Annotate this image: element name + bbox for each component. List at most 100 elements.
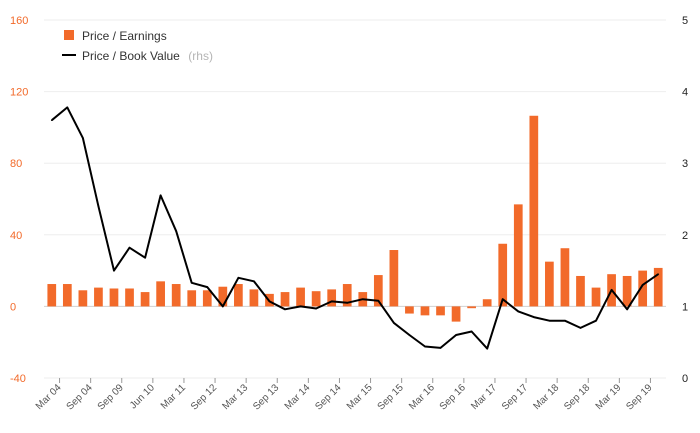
pbv-point bbox=[486, 347, 488, 350]
pe-bar bbox=[218, 286, 228, 307]
pbv-series-line bbox=[51, 106, 659, 350]
pbv-point bbox=[268, 300, 271, 303]
pbv-point bbox=[610, 289, 613, 291]
pbv-point bbox=[66, 106, 69, 109]
pbv-line bbox=[50, 106, 660, 350]
pe-bar bbox=[280, 292, 290, 307]
legend-label-pe: Price / Earnings bbox=[82, 29, 167, 43]
pe-bar bbox=[78, 290, 88, 307]
pbv-point bbox=[237, 276, 240, 279]
x-tick-label: Sep 15 bbox=[376, 382, 406, 412]
x-tick-label: Sep 09 bbox=[96, 382, 126, 412]
pbv-point bbox=[144, 256, 146, 259]
pe-bar bbox=[638, 270, 648, 307]
pe-bar bbox=[202, 290, 212, 307]
left-tick-label: 0 bbox=[10, 301, 16, 313]
x-tick-label: Sep 14 bbox=[313, 382, 343, 412]
legend-swatch-pe bbox=[64, 30, 74, 40]
pbv-point bbox=[657, 273, 660, 275]
pbv-point bbox=[206, 286, 209, 288]
x-tick-label: Sep 17 bbox=[500, 382, 530, 412]
pbv-point bbox=[579, 327, 582, 329]
pe-bar bbox=[187, 290, 197, 307]
pbv-point bbox=[548, 319, 551, 322]
pe-bar bbox=[405, 306, 414, 314]
pe-bar bbox=[249, 289, 259, 307]
pbv-point bbox=[641, 284, 644, 286]
legend-label-pbv-note: (rhs) bbox=[188, 49, 213, 63]
x-tick-label: Mar 14 bbox=[283, 382, 313, 412]
pe-bar bbox=[467, 306, 476, 309]
pbv-point bbox=[470, 330, 473, 333]
pbv-point bbox=[595, 319, 597, 322]
left-tick-label: 160 bbox=[10, 15, 28, 27]
pe-bar bbox=[498, 243, 508, 307]
pe-bar bbox=[653, 267, 663, 307]
left-y-axis: -40 0 40 80 120 160 bbox=[10, 15, 28, 385]
x-tick-label: Mar 15 bbox=[345, 382, 375, 412]
legend: Price / Earnings Price / Book Value (rhs… bbox=[62, 29, 213, 64]
pbv-point bbox=[439, 347, 442, 349]
pe-bar bbox=[156, 281, 165, 307]
right-tick-label: 2 bbox=[682, 230, 688, 242]
pe-bar bbox=[576, 275, 585, 307]
left-tick-label: 120 bbox=[10, 87, 28, 99]
pe-bar bbox=[125, 288, 134, 307]
pe-bar bbox=[420, 306, 430, 316]
pbv-point bbox=[361, 298, 364, 301]
pbv-point bbox=[330, 300, 333, 303]
x-tick-label: Sep 04 bbox=[65, 382, 95, 412]
pe-bar bbox=[311, 291, 321, 307]
pbv-point bbox=[455, 334, 457, 336]
pe-bar bbox=[47, 284, 57, 307]
pe-bar bbox=[622, 275, 632, 307]
pbv-point bbox=[408, 334, 411, 336]
pe-bar bbox=[436, 306, 445, 316]
right-tick-label: 4 bbox=[682, 87, 688, 99]
pe-bar bbox=[529, 115, 539, 307]
pbv-point bbox=[253, 280, 255, 283]
legend-label-pbv: Price / Book Value (rhs) bbox=[82, 47, 213, 64]
x-tick-label: Sep 18 bbox=[562, 382, 592, 412]
right-tick-label: 1 bbox=[682, 301, 688, 313]
x-tick-label: Jun 10 bbox=[128, 382, 157, 411]
pbv-point bbox=[564, 319, 566, 322]
pbv-point bbox=[284, 308, 286, 311]
pe-bar bbox=[171, 284, 181, 307]
pbv-point bbox=[50, 119, 53, 122]
x-tick-label: Sep 16 bbox=[438, 382, 468, 412]
pbv-point bbox=[626, 308, 628, 311]
pe-bar bbox=[482, 299, 492, 307]
pbv-point bbox=[377, 299, 380, 302]
pbv-point bbox=[315, 307, 317, 310]
pbv-point bbox=[501, 298, 504, 301]
x-tick-label: Sep 13 bbox=[251, 382, 281, 412]
pe-bar bbox=[109, 288, 119, 307]
right-tick-label: 3 bbox=[682, 158, 688, 170]
legend-label-pbv-text: Price / Book Value bbox=[82, 49, 180, 63]
pbv-point bbox=[175, 230, 177, 233]
pbv-point bbox=[128, 246, 131, 249]
pbv-point bbox=[517, 310, 520, 313]
pbv-point bbox=[424, 345, 426, 348]
left-tick-label: 80 bbox=[10, 158, 22, 170]
pe-bar bbox=[389, 250, 399, 307]
x-tick-label: Mar 19 bbox=[594, 382, 624, 412]
pbv-point bbox=[159, 194, 162, 197]
left-tick-label: -40 bbox=[10, 373, 26, 385]
x-tick-label: Mar 04 bbox=[34, 382, 64, 412]
right-y-axis: 0 1 2 3 4 5 bbox=[682, 15, 688, 385]
left-tick-label: 40 bbox=[10, 230, 22, 242]
pe-bars bbox=[47, 115, 663, 322]
pe-bar bbox=[591, 287, 601, 307]
pe-bar bbox=[296, 287, 305, 307]
pe-bar bbox=[513, 204, 523, 307]
pbv-point bbox=[346, 302, 349, 304]
right-tick-label: 5 bbox=[682, 15, 688, 27]
x-tick-label: Mar 17 bbox=[469, 382, 499, 412]
x-tick-label: Mar 18 bbox=[531, 382, 561, 412]
pbv-point bbox=[533, 316, 535, 318]
pbv-point bbox=[97, 205, 100, 207]
pe-bar bbox=[62, 284, 72, 307]
